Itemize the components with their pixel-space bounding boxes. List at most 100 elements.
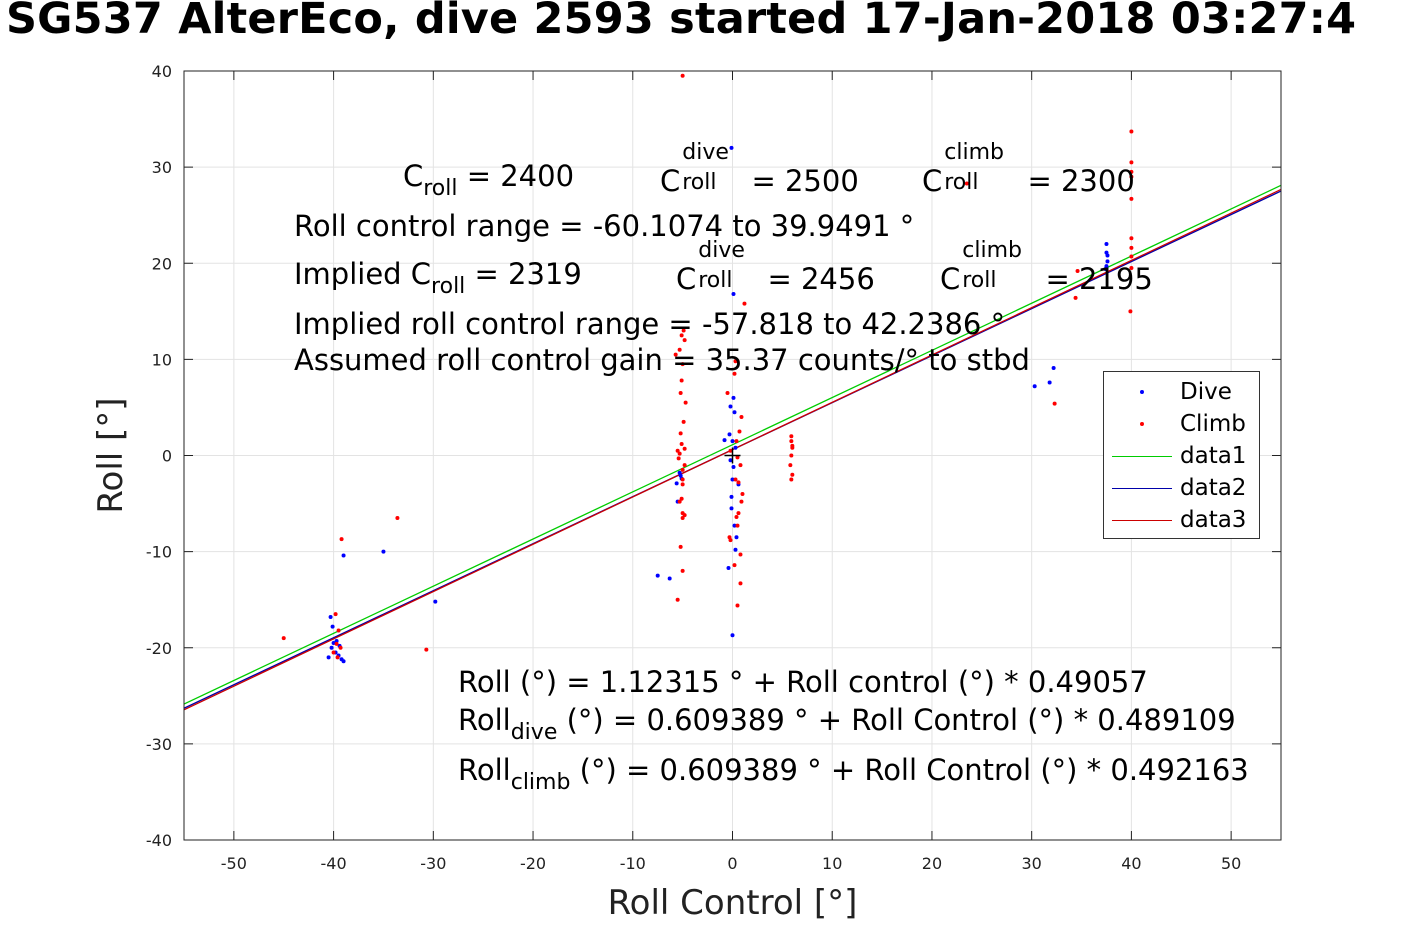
point-dive [329,645,334,650]
point-climb [1129,196,1134,201]
point-climb [1052,401,1057,406]
point-climb [734,439,739,444]
point-climb [1128,309,1133,314]
fit-all-text: Roll (°) = 1.12315 ° + Roll control (°) … [458,665,1148,699]
x-tick-label: -20 [520,854,546,873]
point-dive [341,659,346,664]
legend-item-climb: Climb [1104,409,1261,441]
point-climb [725,391,730,396]
point-dive [734,535,739,540]
point-climb [338,645,343,650]
point-climb [673,352,678,357]
point-climb [333,612,338,617]
point-climb [680,477,685,482]
point-dive [334,639,339,644]
point-dive [1051,366,1056,371]
point-climb [1129,245,1134,250]
legend-swatch-data2 [1112,488,1172,489]
point-climb [733,477,738,482]
x-tick-label: 20 [922,854,942,873]
point-dive [655,573,660,578]
point-dive [730,477,735,482]
point-climb [682,338,687,343]
point-climb [964,181,969,186]
point-climb [742,301,747,306]
point-climb [738,552,743,557]
point-climb [677,499,682,504]
point-dive [733,547,738,552]
point-climb [790,445,795,450]
fit-dive-text: Rolldive (°) = 0.609389 ° + Roll Control… [458,703,1236,745]
point-climb [680,362,685,367]
y-tick-label: 30 [152,158,172,177]
legend-label-data1: data1 [1180,443,1247,469]
y-tick-label: -30 [146,735,172,754]
point-climb [735,603,740,608]
fit-line-data1 [183,184,1282,705]
point-climb [678,391,683,396]
point-climb [790,472,795,477]
point-climb [331,650,336,655]
point-dive [667,576,672,581]
point-climb [339,537,344,542]
point-climb [789,477,794,482]
y-tick-label: -10 [146,543,172,562]
point-dive [1032,384,1037,389]
point-climb [680,73,685,78]
point-climb [1129,236,1134,241]
legend-label-data3: data3 [1180,507,1247,533]
point-climb [680,511,685,516]
point-climb [675,448,680,453]
point-climb [676,456,681,461]
point-climb [336,628,341,633]
point-climb [1129,254,1134,259]
roll-control-range-text: Roll control range = -60.1074 to 39.9491… [294,209,915,243]
x-tick-label: -40 [321,854,347,873]
point-climb [682,463,687,468]
point-climb [680,467,685,472]
y-tick-label: 20 [152,254,172,273]
point-climb [732,563,737,568]
legend-label-data2: data2 [1180,475,1247,501]
point-dive [728,404,733,409]
point-climb [734,515,739,520]
data-points [281,73,1134,664]
point-climb [740,491,745,496]
point-dive [1103,267,1108,272]
point-climb [681,328,686,333]
y-tick-label: -20 [146,639,172,658]
legend-item-data1: data1 [1104,441,1261,473]
legend-item-data3: data3 [1104,505,1261,537]
point-dive [728,458,733,463]
point-climb [1129,266,1134,271]
legend-item-dive: Dive [1104,377,1261,409]
fit-climb-text: Rollclimb (°) = 0.609389 ° + Roll Contro… [458,753,1249,795]
x-tick-label: 40 [1121,854,1141,873]
point-dive [726,565,731,570]
point-climb [735,523,740,528]
point-dive [732,410,737,415]
point-climb [334,641,339,646]
point-dive [731,292,736,297]
point-dive [674,481,679,486]
point-climb [738,463,743,468]
point-climb [736,511,741,516]
x-tick-label: -50 [221,854,247,873]
point-dive [381,549,386,554]
point-dive [330,624,335,629]
x-tick-label: -10 [620,854,646,873]
legend-swatch-climb [1140,422,1144,426]
point-dive [677,470,682,475]
x-tick-label: 0 [727,854,737,873]
point-climb [789,434,794,439]
point-climb [682,446,687,451]
point-dive [722,438,727,443]
point-climb [680,568,685,573]
point-dive [326,655,331,660]
point-dive [433,599,438,604]
implied-range-text: Implied roll control range = -57.818 to … [294,307,1006,341]
point-climb [335,655,340,660]
point-climb [675,597,680,602]
